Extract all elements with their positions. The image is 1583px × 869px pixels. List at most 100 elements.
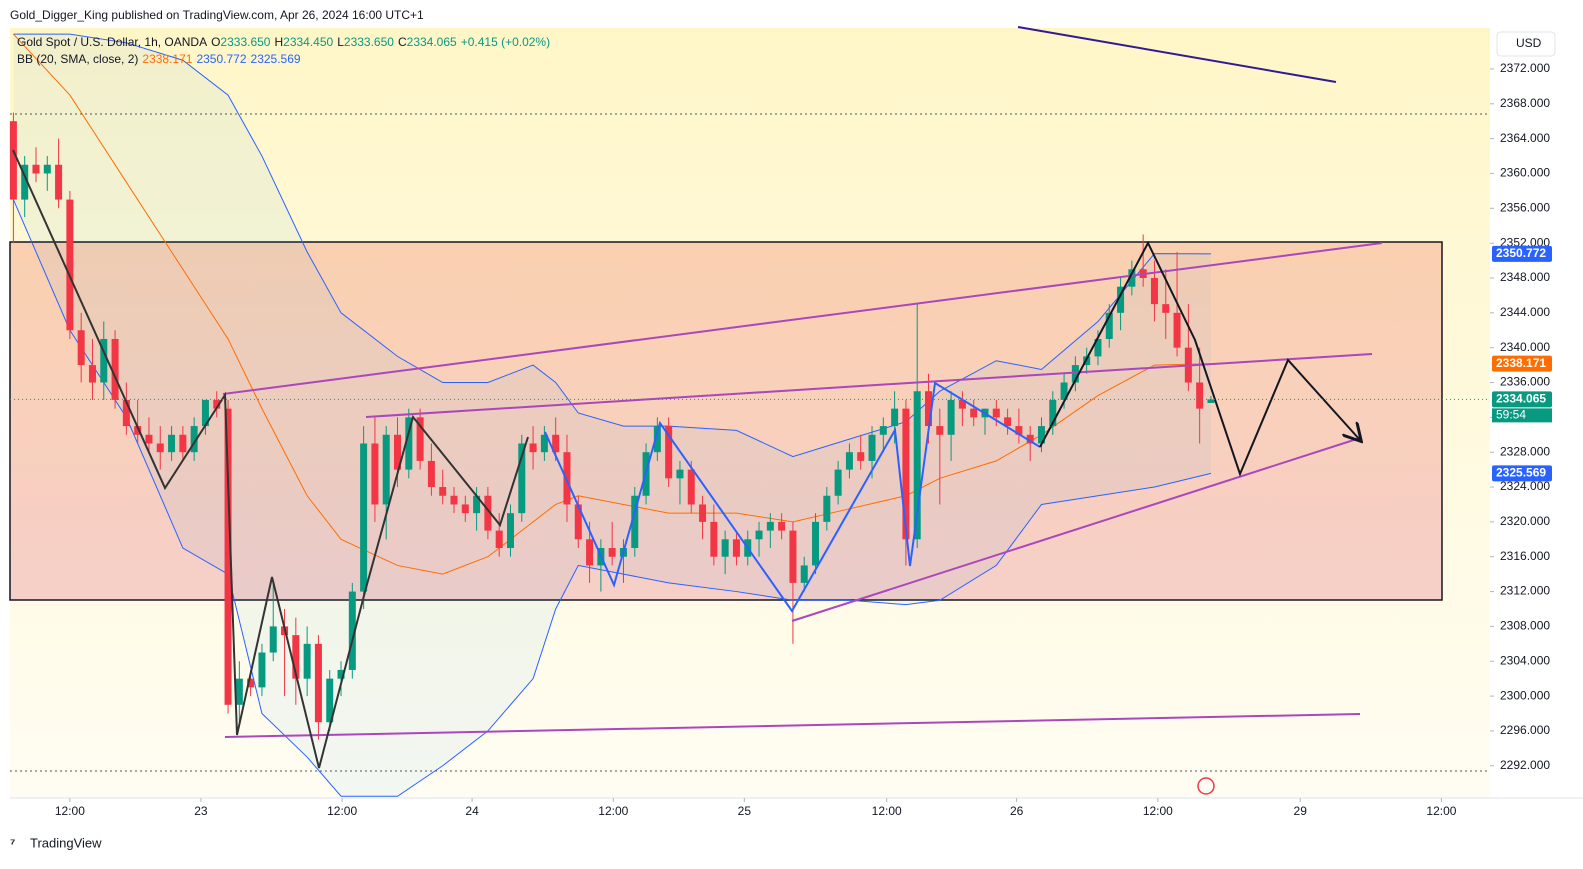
candle-body: [1004, 417, 1012, 427]
trend-line: [222, 242, 1383, 395]
y-tick-label: 2324.000: [1500, 479, 1550, 493]
candle-body: [77, 330, 85, 366]
symbol: Gold Spot / U.S. Dollar, 1h, OANDA: [17, 35, 208, 49]
candle-body: [156, 443, 164, 453]
candle-body: [812, 521, 820, 566]
candle-body: [145, 434, 153, 444]
candle-body: [732, 539, 740, 557]
candle-body: [247, 678, 255, 688]
candle-body: [371, 443, 379, 505]
x-tick-label: 29: [1294, 804, 1308, 818]
ohlc-key: O: [211, 35, 221, 49]
ohlc-value: 2334.065: [406, 35, 457, 49]
candle-body: [427, 460, 435, 488]
candle-body: [936, 426, 944, 435]
y-tick-label: 2292.000: [1500, 758, 1550, 772]
candle-body: [529, 443, 537, 453]
y-tick-label: 2316.000: [1500, 549, 1550, 563]
y-tick-label: 2308.000: [1500, 619, 1550, 633]
candle-body: [111, 338, 119, 400]
candle-body: [1049, 399, 1057, 427]
candle-body: [213, 399, 221, 409]
candle-body: [608, 548, 616, 557]
y-tick-label: 2336.000: [1500, 375, 1550, 389]
candle-body: [631, 495, 639, 549]
candle-body: [360, 443, 368, 592]
candle-body: [303, 643, 311, 679]
candle-body: [1071, 365, 1079, 383]
y-tick-label: 2368.000: [1500, 96, 1550, 110]
candle-body: [902, 408, 910, 540]
candle-body: [755, 530, 763, 540]
x-tick-label: 26: [1010, 804, 1024, 818]
candle-body: [190, 426, 198, 453]
currency[interactable]: USD: [1516, 36, 1542, 50]
trend-line: [365, 353, 1373, 418]
price-tag: [1492, 355, 1552, 372]
y-tick-label: 2356.000: [1500, 200, 1550, 214]
price-tag-label: 2325.569: [1496, 466, 1546, 480]
price-tag-label: 2338.171: [1496, 356, 1546, 370]
candle-body: [699, 504, 707, 522]
y-tick-label: 2312.000: [1500, 584, 1550, 598]
candle-body: [1060, 382, 1068, 400]
candle-body: [122, 399, 130, 427]
candle-body: [461, 504, 469, 514]
candle-body: [845, 452, 853, 470]
candle-body: [134, 426, 142, 435]
candle-body: [32, 164, 40, 174]
ohlc-value: 2334.450: [283, 35, 334, 49]
candle-body: [1105, 312, 1113, 339]
candle-body: [100, 338, 108, 383]
candle-body: [653, 426, 661, 453]
event-icon[interactable]: [1197, 777, 1215, 795]
candle-body: [687, 469, 695, 505]
candle-body: [1037, 426, 1045, 444]
x-tick-label: 12:00: [1143, 804, 1173, 818]
candle-body: [721, 539, 729, 557]
candle-body: [868, 434, 876, 461]
y-tick-label: 2352.000: [1500, 235, 1550, 249]
candle-body: [506, 513, 514, 549]
y-tick-label: 2328.000: [1500, 444, 1550, 458]
candle-body: [947, 399, 955, 435]
projection: [1039, 240, 1360, 477]
candle-body: [43, 164, 51, 174]
candle-body: [1117, 286, 1125, 313]
candle-body: [314, 643, 322, 723]
y-tick-label: 2348.000: [1500, 270, 1550, 284]
candle-body: [439, 487, 447, 496]
x-tick-label: 23: [194, 804, 208, 818]
candle-body: [1173, 312, 1181, 348]
y-tick-label: 2344.000: [1500, 305, 1550, 319]
indicator-value: 2338.171: [142, 52, 193, 66]
x-tick-label: 12:00: [872, 804, 902, 818]
candle-body: [1162, 304, 1170, 313]
y-tick-label: 2364.000: [1500, 131, 1550, 145]
y-tick-label: 2300.000: [1500, 688, 1550, 702]
price-tag: [1492, 245, 1552, 262]
countdown: 59:54: [1496, 408, 1526, 422]
candle-body: [1150, 277, 1158, 305]
candle-body: [1026, 434, 1034, 444]
x-tick-label: 12:00: [598, 804, 628, 818]
y-tick-label: 2304.000: [1500, 653, 1550, 667]
candle-body: [326, 678, 334, 723]
candle-body: [66, 199, 74, 331]
candle-body: [540, 434, 548, 453]
candle-body: [21, 164, 29, 200]
candle-body: [778, 521, 786, 531]
candle-body: [518, 443, 526, 514]
candle-body: [450, 495, 458, 505]
candle-body: [766, 521, 774, 531]
currency-button[interactable]: [1496, 31, 1556, 57]
candle-body: [925, 391, 933, 427]
price-tag-label: 2350.772: [1496, 246, 1546, 260]
candle-body: [382, 434, 390, 505]
candle-body: [913, 391, 921, 540]
indicator-value: 2350.772: [196, 52, 247, 66]
y-tick-label: 2372.000: [1500, 61, 1550, 75]
ohlc-value: 2333.650: [343, 35, 394, 49]
zigzag: [12, 149, 529, 769]
